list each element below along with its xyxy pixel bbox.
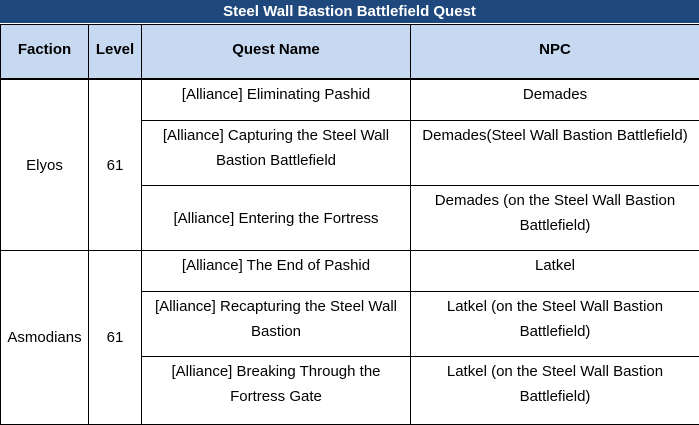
header-level: Level [89,25,142,79]
npc-cell: Latkel [411,251,699,292]
quest-name-cell: [Alliance] Entering the Fortress [142,186,411,251]
table-row: Elyos 61 [Alliance] Eliminating Pashid D… [1,80,699,121]
level-cell-asmodians: 61 [89,251,142,425]
quest-table-body: Elyos 61 [Alliance] Eliminating Pashid D… [0,79,699,425]
header-faction: Faction [1,25,89,79]
header-row: Faction Level Quest Name NPC [1,25,699,79]
header-quest-name: Quest Name [142,25,411,79]
faction-cell-asmodians: Asmodians [1,251,89,425]
table-row: Asmodians 61 [Alliance] The End of Pashi… [1,251,699,292]
npc-cell: Demades (on the Steel Wall Bastion Battl… [411,186,699,251]
level-cell-elyos: 61 [89,80,142,251]
table-title: Steel Wall Bastion Battlefield Quest [0,0,699,24]
npc-cell: Latkel (on the Steel Wall Bastion Battle… [411,292,699,357]
npc-cell: Latkel (on the Steel Wall Bastion Battle… [411,357,699,425]
quest-name-cell: [Alliance] Breaking Through the Fortress… [142,357,411,425]
quest-name-cell: [Alliance] Recapturing the Steel Wall Ba… [142,292,411,357]
quest-name-cell: [Alliance] Capturing the Steel Wall Bast… [142,121,411,186]
faction-cell-elyos: Elyos [1,80,89,251]
table-header: Faction Level Quest Name NPC [0,24,699,79]
quest-name-cell: [Alliance] The End of Pashid [142,251,411,292]
quest-name-cell: [Alliance] Eliminating Pashid [142,80,411,121]
npc-cell: Demades(Steel Wall Bastion Battlefield) [411,121,699,186]
header-npc: NPC [411,25,699,79]
npc-cell: Demades [411,80,699,121]
